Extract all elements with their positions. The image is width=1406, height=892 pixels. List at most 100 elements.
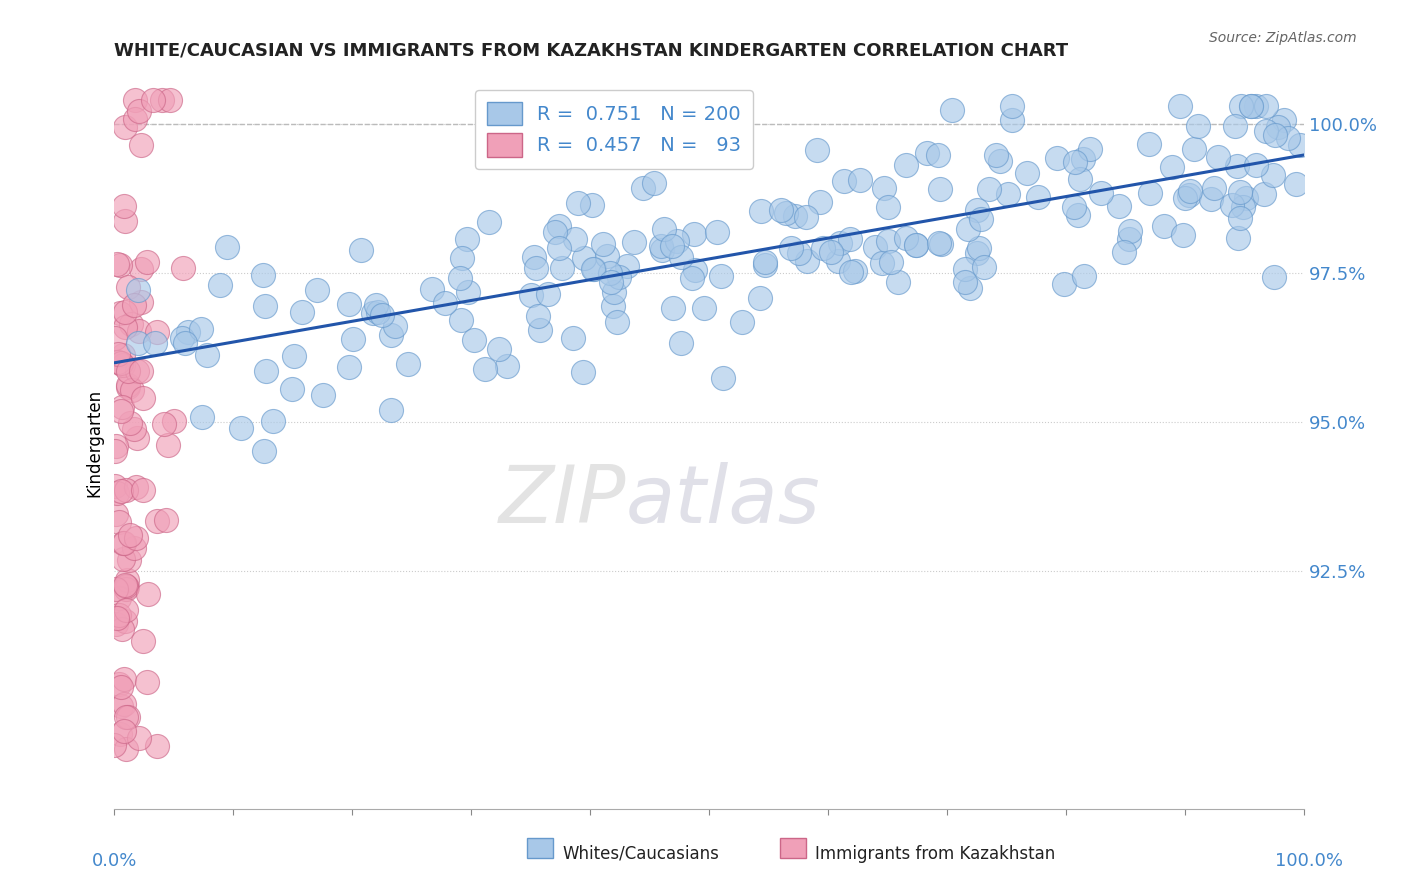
Point [661,239,683,253]
Point [1240,99,1263,113]
Point [108,306,131,320]
Point [574,252,596,266]
Point [602,299,624,313]
Point [163,414,186,428]
Point [117,379,139,393]
Point [915,145,938,160]
Point [770,203,793,218]
Point [1285,177,1308,191]
Point [125,364,148,378]
Point [117,553,139,567]
Point [117,280,139,294]
Point [1244,158,1267,172]
Point [112,199,135,213]
Point [827,253,849,268]
Point [110,484,132,499]
Point [794,210,817,224]
Point [877,201,900,215]
Point [973,260,995,274]
Point [969,241,991,255]
Point [905,237,928,252]
Point [478,214,501,228]
Point [880,255,903,269]
Point [136,587,159,601]
Point [551,261,574,276]
Point [110,403,132,417]
Point [754,258,776,272]
Point [107,355,129,369]
Point [681,270,703,285]
Point [1114,245,1136,260]
Point [607,270,630,285]
Point [1168,99,1191,113]
Point [643,176,665,190]
Point [111,552,134,566]
Point [832,174,855,188]
Point [117,378,139,392]
Point [396,358,419,372]
Point [1199,193,1222,207]
Point [122,422,145,436]
Point [114,305,136,319]
Point [197,348,219,362]
Point [1254,99,1277,113]
Point [600,276,623,290]
Point [145,335,167,350]
Point [1001,112,1024,127]
Point [581,262,603,277]
Point [977,181,1000,195]
Point [561,330,583,344]
Point [367,305,389,319]
Point [115,710,138,724]
Point [1046,151,1069,165]
Point [749,291,772,305]
Point [683,263,706,277]
Point [1254,123,1277,137]
Point [104,479,127,493]
Point [108,607,131,622]
Point [796,254,818,268]
Point [105,582,128,596]
Point [129,294,152,309]
Point [457,285,479,300]
Point [114,614,136,628]
Point [581,198,603,212]
Point [754,255,776,269]
Point [1064,154,1087,169]
Point [252,268,274,282]
Point [112,673,135,687]
Point [1071,152,1094,166]
Point [110,680,132,694]
Point [252,444,274,458]
Point [342,332,364,346]
Point [128,731,150,745]
Point [114,483,136,497]
Point [1118,231,1140,245]
Point [111,536,134,550]
Point [112,536,135,550]
Point [928,235,950,250]
Point [1239,99,1261,113]
Point [111,622,134,636]
Point [450,312,472,326]
Point [984,148,1007,162]
Point [780,241,803,255]
Point [132,634,155,648]
Point [159,94,181,108]
Point [127,335,149,350]
Point [1026,190,1049,204]
Point [1206,149,1229,163]
Point [1053,277,1076,291]
Point [290,305,312,319]
Point [567,195,589,210]
Point [1073,268,1095,283]
Point [107,347,129,361]
Point [104,439,127,453]
Point [128,104,150,119]
Point [1108,199,1130,213]
Point [131,261,153,276]
Point [1187,120,1209,134]
Point [111,358,134,372]
Point [262,414,284,428]
Point [145,325,167,339]
